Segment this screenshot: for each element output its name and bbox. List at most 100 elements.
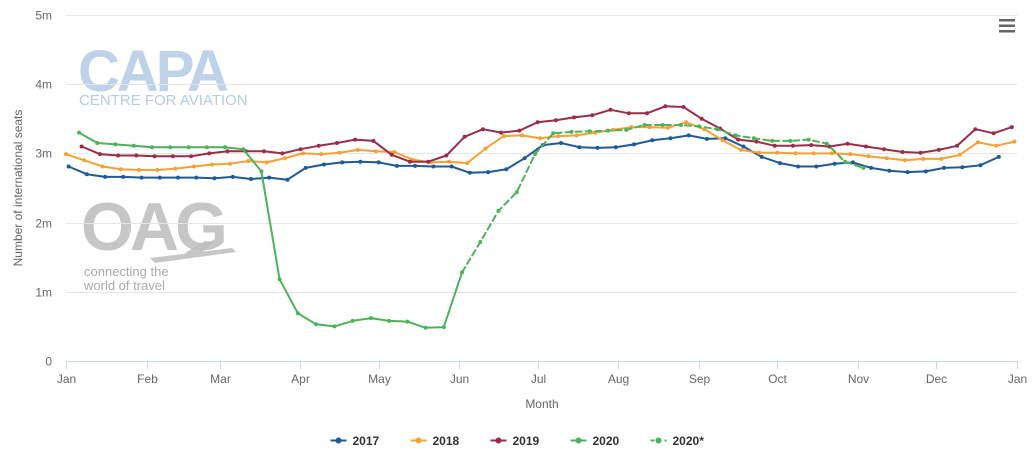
data-point[interactable]: [843, 159, 847, 164]
data-point[interactable]: [681, 105, 686, 109]
legend-item[interactable]: 2020: [570, 434, 620, 448]
data-point[interactable]: [277, 277, 282, 282]
data-point[interactable]: [686, 133, 691, 138]
data-point[interactable]: [863, 144, 868, 149]
data-point[interactable]: [996, 154, 1001, 159]
data-point[interactable]: [478, 240, 483, 244]
data-point[interactable]: [738, 147, 743, 152]
data-point[interactable]: [751, 136, 756, 141]
data-point[interactable]: [176, 175, 180, 180]
data-point[interactable]: [975, 140, 980, 145]
data-point[interactable]: [118, 167, 123, 172]
data-point[interactable]: [496, 208, 501, 213]
data-point[interactable]: [741, 144, 746, 149]
data-point[interactable]: [405, 319, 410, 324]
data-point[interactable]: [668, 136, 673, 141]
data-point[interactable]: [569, 129, 574, 134]
data-point[interactable]: [77, 130, 81, 135]
data-point[interactable]: [587, 129, 592, 134]
data-point[interactable]: [699, 116, 704, 121]
data-point[interactable]: [241, 147, 246, 152]
data-point[interactable]: [533, 152, 537, 157]
data-point[interactable]: [246, 159, 251, 163]
data-point[interactable]: [314, 322, 319, 327]
data-point[interactable]: [814, 164, 819, 169]
data-point[interactable]: [131, 143, 136, 148]
data-point[interactable]: [608, 107, 613, 112]
data-point[interactable]: [650, 138, 655, 143]
data-point[interactable]: [225, 149, 230, 154]
data-point[interactable]: [371, 138, 376, 143]
data-point[interactable]: [645, 111, 649, 116]
data-point[interactable]: [772, 143, 777, 148]
data-point[interactable]: [228, 161, 233, 166]
data-point[interactable]: [613, 145, 618, 150]
data-point[interactable]: [793, 151, 798, 156]
data-point[interactable]: [467, 170, 472, 175]
data-point[interactable]: [230, 174, 235, 179]
data-point[interactable]: [1012, 139, 1017, 144]
data-point[interactable]: [642, 123, 647, 127]
data-point[interactable]: [387, 318, 392, 323]
data-point[interactable]: [960, 165, 965, 170]
data-point[interactable]: [207, 151, 212, 156]
data-point[interactable]: [285, 177, 290, 182]
legend-item[interactable]: 2020*: [650, 434, 705, 448]
data-point[interactable]: [538, 136, 543, 141]
data-point[interactable]: [632, 142, 636, 147]
data-point[interactable]: [64, 152, 68, 157]
data-point[interactable]: [168, 145, 173, 150]
data-point[interactable]: [942, 165, 946, 170]
data-point[interactable]: [501, 134, 506, 139]
data-point[interactable]: [355, 147, 360, 152]
data-point[interactable]: [572, 115, 577, 120]
data-point[interactable]: [535, 120, 540, 125]
data-point[interactable]: [905, 170, 910, 175]
data-point[interactable]: [991, 131, 996, 136]
data-point[interactable]: [407, 159, 412, 164]
data-point[interactable]: [426, 159, 431, 164]
data-point[interactable]: [522, 156, 527, 161]
data-point[interactable]: [551, 131, 556, 136]
data-point[interactable]: [806, 137, 811, 142]
data-point[interactable]: [155, 168, 160, 172]
data-point[interactable]: [66, 164, 71, 169]
data-point[interactable]: [626, 111, 631, 116]
data-point[interactable]: [957, 152, 962, 157]
data-point[interactable]: [392, 150, 397, 154]
data-point[interactable]: [809, 143, 814, 148]
data-point[interactable]: [262, 149, 266, 154]
data-point[interactable]: [736, 137, 741, 142]
data-point[interactable]: [376, 160, 381, 165]
data-point[interactable]: [595, 145, 600, 150]
data-point[interactable]: [777, 161, 782, 166]
data-point[interactable]: [861, 165, 866, 170]
data-point[interactable]: [462, 134, 467, 139]
data-point[interactable]: [337, 150, 342, 155]
data-point[interactable]: [84, 172, 89, 177]
data-point[interactable]: [204, 145, 209, 150]
data-point[interactable]: [882, 147, 887, 152]
data-point[interactable]: [353, 137, 358, 142]
data-point[interactable]: [358, 159, 363, 164]
data-point[interactable]: [663, 104, 668, 109]
data-point[interactable]: [139, 175, 144, 180]
data-point[interactable]: [1009, 125, 1014, 130]
data-point[interactable]: [923, 169, 928, 174]
legend-item[interactable]: 2017: [330, 434, 380, 448]
data-point[interactable]: [282, 156, 287, 161]
data-point[interactable]: [267, 175, 272, 180]
data-point[interactable]: [441, 325, 446, 330]
data-point[interactable]: [137, 168, 141, 172]
data-point[interactable]: [368, 316, 373, 321]
data-point[interactable]: [590, 113, 595, 118]
data-point[interactable]: [259, 169, 264, 174]
data-point[interactable]: [116, 153, 121, 158]
data-point[interactable]: [222, 145, 227, 150]
data-point[interactable]: [848, 152, 853, 157]
data-point[interactable]: [212, 176, 217, 181]
data-point[interactable]: [499, 130, 504, 135]
data-point[interactable]: [431, 164, 436, 169]
data-point[interactable]: [556, 134, 561, 139]
data-point[interactable]: [775, 150, 780, 155]
